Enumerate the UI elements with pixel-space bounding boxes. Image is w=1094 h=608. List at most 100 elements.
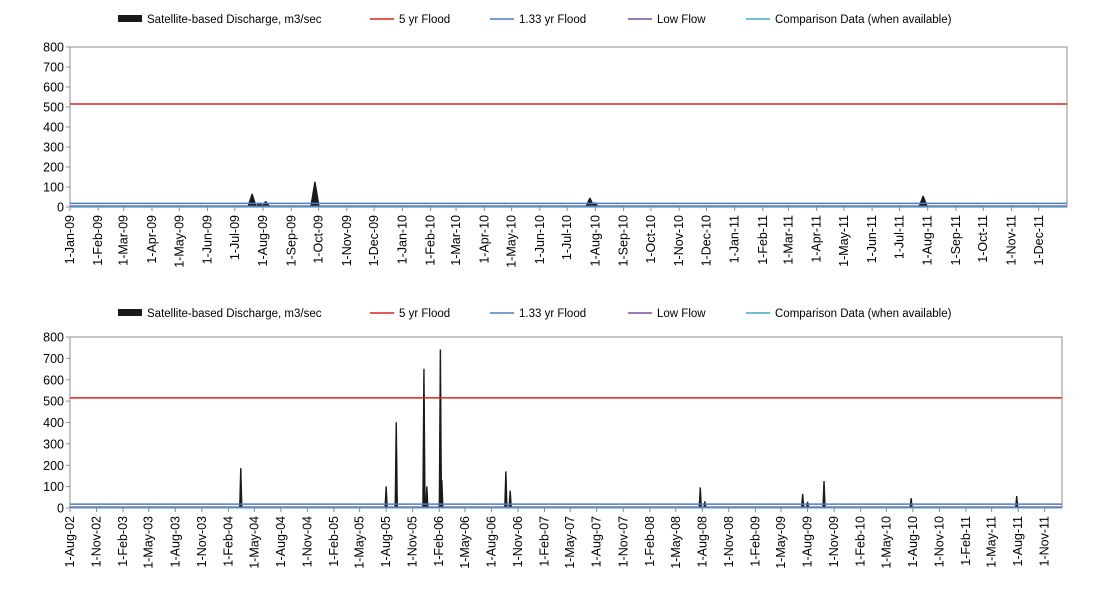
x-tick-label: 1-Mar-10 bbox=[449, 215, 463, 266]
legend-swatch bbox=[118, 309, 142, 316]
x-tick-label: 1-Nov-09 bbox=[340, 215, 354, 266]
x-tick-label: 1-May-10 bbox=[505, 215, 519, 268]
chart-top: Satellite-based Discharge, m3/sec 5 yr Fl… bbox=[43, 14, 1068, 268]
x-tick-label: 1-Nov-11 bbox=[1038, 516, 1052, 567]
legend-label: 5 yr Flood bbox=[399, 14, 450, 26]
x-tick-label: 1-Jan-10 bbox=[395, 215, 409, 264]
x-tick-label: 1-Feb-10 bbox=[854, 516, 868, 567]
x-tick-label: 1-Dec-09 bbox=[367, 215, 381, 266]
x-tick-label: 1-Nov-07 bbox=[616, 516, 630, 567]
legend-label: Satellite-based Discharge, m3/sec bbox=[147, 308, 322, 320]
x-tick-label: 1-Feb-11 bbox=[756, 215, 770, 265]
y-tick-label: 300 bbox=[43, 141, 64, 155]
y-tick-label: 500 bbox=[43, 101, 64, 115]
y-tick-label: 0 bbox=[57, 502, 64, 516]
x-tick-label: 1-Jan-09 bbox=[63, 215, 77, 264]
x-tick-label: 1-Aug-04 bbox=[274, 516, 288, 567]
discharge-spike bbox=[698, 487, 703, 509]
y-tick-label: 700 bbox=[43, 352, 64, 366]
legend-label: Satellite-based Discharge, m3/sec bbox=[147, 14, 322, 26]
y-tick-label: 400 bbox=[43, 416, 64, 430]
discharge-spike bbox=[800, 493, 805, 509]
y-tick-label: 800 bbox=[43, 331, 64, 345]
x-tick-label: 1-May-11 bbox=[985, 516, 999, 568]
x-tick-label: 1-Feb-10 bbox=[424, 215, 438, 266]
x-tick-label: 1-May-04 bbox=[247, 516, 261, 569]
legend-label: 1.33 yr Flood bbox=[519, 14, 586, 26]
x-tick-label: 1-Aug-11 bbox=[1011, 516, 1025, 567]
x-tick-label: 1-Nov-10 bbox=[672, 215, 686, 266]
x-tick-label: 1-Sep-09 bbox=[284, 215, 298, 266]
legend-label: Comparison Data (when available) bbox=[775, 308, 952, 320]
y-tick-label: 0 bbox=[57, 201, 64, 215]
x-tick-label: 1-Nov-08 bbox=[722, 516, 736, 567]
x-tick-label: 1-May-09 bbox=[172, 215, 186, 268]
x-tick-label: 1-Nov-09 bbox=[827, 516, 841, 567]
discharge-spike bbox=[918, 195, 929, 208]
x-tick-label: 1-Mar-11 bbox=[781, 215, 795, 265]
x-tick-label: 1-Apr-11 bbox=[810, 215, 824, 263]
x-tick-label: 1-May-03 bbox=[142, 516, 156, 569]
x-tick-label: 1-Aug-05 bbox=[379, 516, 393, 567]
plot-area bbox=[69, 336, 1063, 509]
x-tick-label: 1-Aug-08 bbox=[695, 516, 709, 567]
plot-area bbox=[69, 46, 1068, 208]
x-tick-label: 1-May-07 bbox=[563, 516, 577, 569]
x-tick-label: 1-Aug-11 bbox=[921, 215, 935, 266]
x-tick-label: 1-Oct-09 bbox=[312, 215, 326, 264]
x-tick-label: 1-Oct-10 bbox=[644, 215, 658, 264]
x-tick-label: 1-May-05 bbox=[353, 516, 367, 569]
legend-label: Low Flow bbox=[657, 308, 706, 320]
x-tick-label: 1-May-10 bbox=[879, 516, 893, 569]
discharge-spike bbox=[247, 193, 258, 208]
x-tick-label: 1-Feb-05 bbox=[327, 516, 341, 567]
x-tick-label: 1-Jan-11 bbox=[728, 215, 742, 263]
y-tick-label: 600 bbox=[43, 81, 64, 95]
y-tick-label: 600 bbox=[43, 373, 64, 387]
y-tick-label: 800 bbox=[43, 41, 64, 55]
x-tick-label: 1-May-06 bbox=[458, 516, 472, 569]
x-tick-label: 1-Mar-09 bbox=[117, 215, 131, 266]
y-tick-label: 200 bbox=[43, 161, 64, 175]
x-tick-label: 1-Aug-07 bbox=[590, 516, 604, 567]
x-tick-label: 1-Nov-02 bbox=[90, 516, 104, 567]
x-tick-label: 1-May-11 bbox=[837, 215, 851, 267]
x-tick-label: 1-Nov-05 bbox=[406, 516, 420, 567]
legend-label: Comparison Data (when available) bbox=[775, 14, 952, 26]
x-tick-label: 1-Jun-11 bbox=[865, 215, 879, 263]
x-tick-label: 1-Jul-09 bbox=[228, 215, 242, 260]
x-tick-label: 1-Aug-06 bbox=[484, 516, 498, 567]
x-tick-label: 1-Jun-10 bbox=[533, 215, 547, 264]
x-tick-label: 1-Jun-09 bbox=[200, 215, 214, 264]
legend-swatch bbox=[118, 15, 142, 22]
x-tick-label: 1-Apr-09 bbox=[145, 215, 159, 264]
x-tick-label: 1-Aug-09 bbox=[256, 215, 270, 266]
x-tick-label: 1-Aug-03 bbox=[168, 516, 182, 567]
x-tick-label: 1-Jul-11 bbox=[892, 215, 906, 259]
x-tick-label: 1-Dec-11 bbox=[1032, 215, 1046, 266]
chart-bottom: Satellite-based Discharge, m3/sec 5 yr Fl… bbox=[43, 308, 1063, 569]
discharge-spike bbox=[1014, 495, 1019, 509]
x-tick-label: 1-Feb-08 bbox=[643, 516, 657, 567]
y-tick-label: 400 bbox=[43, 121, 64, 135]
x-tick-label: 1-Feb-09 bbox=[748, 516, 762, 567]
x-tick-label: 1-Nov-03 bbox=[195, 516, 209, 567]
y-tick-label: 700 bbox=[43, 61, 64, 75]
discharge-spike bbox=[508, 490, 512, 509]
x-tick-label: 1-Nov-11 bbox=[1004, 215, 1018, 266]
discharge-spike bbox=[422, 368, 426, 509]
legend-label: Low Flow bbox=[657, 14, 706, 26]
y-tick-label: 200 bbox=[43, 459, 64, 473]
y-tick-label: 300 bbox=[43, 437, 64, 451]
y-tick-label: 500 bbox=[43, 395, 64, 409]
x-tick-label: 1-Jul-10 bbox=[560, 215, 574, 260]
x-tick-label: 1-Sep-10 bbox=[617, 215, 631, 266]
discharge-spike bbox=[394, 422, 398, 509]
x-tick-label: 1-May-08 bbox=[669, 516, 683, 569]
x-tick-label: 1-Aug-10 bbox=[906, 516, 920, 567]
x-tick-label: 1-Feb-11 bbox=[959, 516, 973, 566]
x-tick-label: 1-Nov-06 bbox=[511, 516, 525, 567]
discharge-spike bbox=[239, 468, 243, 509]
x-tick-label: 1-Feb-09 bbox=[91, 215, 105, 266]
